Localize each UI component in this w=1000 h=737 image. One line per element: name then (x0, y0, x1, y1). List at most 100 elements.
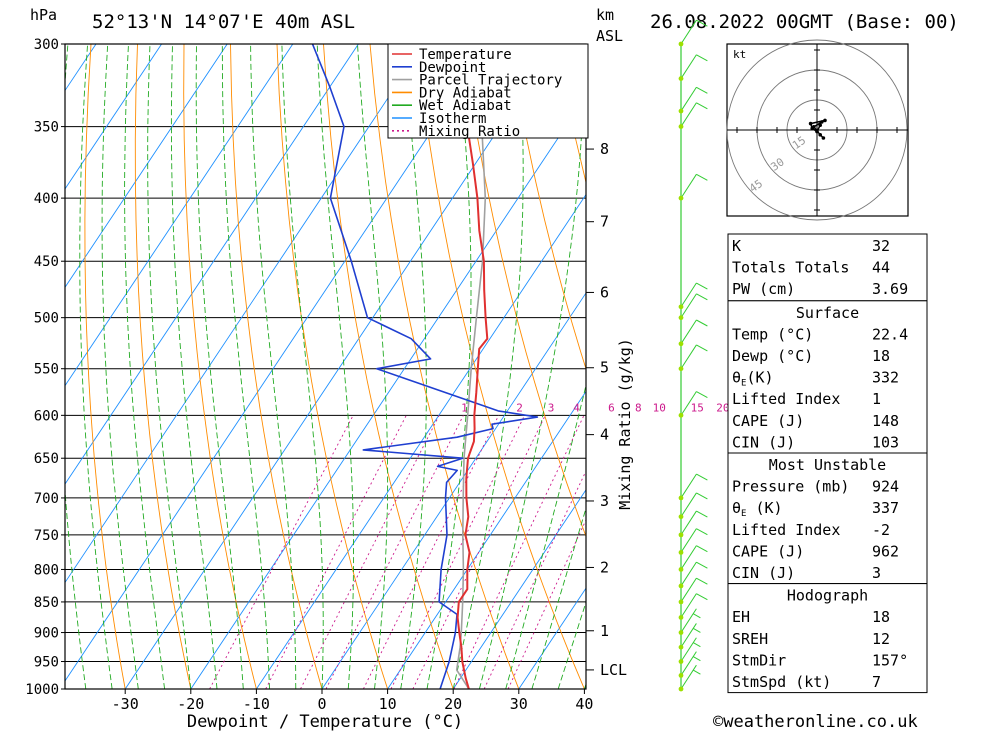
wet-adiabat-line (221, 44, 270, 689)
wind-barb (680, 577, 697, 603)
wind-level-dot (678, 495, 684, 501)
wind-barb-feather (693, 613, 701, 619)
index-value: 337 (872, 499, 899, 517)
index-value: 924 (872, 478, 899, 496)
wind-barb-feather (693, 669, 701, 675)
pressure-tick-label: 950 (34, 655, 59, 671)
mixing-ratio-label: 15 (691, 401, 704, 414)
height-tick-label: 1 (600, 622, 609, 640)
height-tick-label: 4 (600, 426, 609, 444)
mixing-ratio-line (362, 415, 500, 689)
hodograph-ring-label: 45 (747, 177, 765, 195)
wind-barb (680, 492, 697, 517)
wind-level-dot (678, 583, 684, 589)
isotherm-line (190, 95, 586, 689)
wind-barb (680, 319, 697, 345)
legend-label: Mixing Ratio (419, 124, 520, 140)
index-label: Totals Totals (732, 259, 849, 277)
wind-barb (680, 510, 697, 536)
wind-level-dot (678, 630, 684, 635)
wind-barb (680, 608, 697, 633)
indices-section-title: Hodograph (787, 587, 868, 605)
temperature-tick-label: -20 (177, 695, 204, 713)
wind-level-dot (678, 514, 684, 520)
wind-barb-feather (696, 86, 708, 94)
isotherm-line (387, 390, 586, 689)
dry-adiabat-line (928, 44, 1000, 689)
index-value: 22.4 (872, 325, 908, 343)
dry-adiabat-line (369, 44, 520, 689)
wind-level-dot (678, 315, 684, 321)
temperature-tick-label: 20 (444, 695, 462, 713)
wind-barb-feather (696, 102, 708, 110)
sounding-series (311, 44, 539, 689)
dry-adiabat-line (975, 44, 1000, 689)
wind-level-dot (678, 108, 684, 114)
km-unit-label: km (596, 6, 614, 24)
mixing-ratio-line (300, 415, 440, 689)
wind-level-dot (678, 76, 684, 81)
legend-label: Wet Adiabat (419, 98, 512, 114)
plot-frame (64, 43, 587, 690)
wind-barb (680, 473, 697, 499)
wet-adiabat-line (426, 44, 472, 689)
wet-adiabat-line (147, 44, 192, 689)
wind-level-dot (678, 615, 684, 620)
index-value: -2 (872, 521, 890, 539)
legend-label: Dewpoint (419, 60, 486, 76)
index-label: EH (732, 608, 750, 626)
index-label: StmSpd (kt) (732, 673, 831, 691)
isotherm-line (65, 44, 228, 289)
temperature-tick-label: 30 (510, 695, 528, 713)
index-value: 32 (872, 237, 890, 255)
isotherm-line (65, 44, 490, 682)
wet-adiabat-line (316, 44, 355, 689)
index-value: 18 (872, 608, 890, 626)
index-label: CIN (J) (732, 564, 795, 582)
index-value: 1 (872, 390, 881, 408)
wind-level-dot (678, 567, 684, 572)
index-value: 157° (872, 651, 908, 669)
isotherm-line (321, 292, 586, 689)
right-axis-title: Mixing Ratio (g/kg) (616, 338, 634, 510)
wind-barb-feather (696, 19, 708, 27)
wet-adiabat-line (65, 44, 87, 689)
hodograph-point (810, 126, 814, 131)
index-label: SREH (732, 630, 768, 648)
wind-barb-feather (693, 627, 701, 633)
wet-adiabat-line (250, 44, 297, 689)
index-label: PW (cm) (732, 280, 795, 298)
index-label: θE (K) (732, 499, 783, 519)
wind-level-dot (678, 532, 684, 538)
pressure-tick-label: 750 (34, 528, 59, 544)
wind-barb-feather (696, 510, 708, 518)
wind-barb (680, 102, 697, 127)
index-label: θE(K) (732, 369, 774, 389)
index-label: Pressure (mb) (732, 478, 849, 496)
wind-level-dot (678, 341, 684, 347)
temperature-line (451, 44, 489, 689)
indices-table: K 32 Totals Totals 44 PW (cm) 3.69 Surface Temp… (727, 233, 928, 694)
mixing-ratio-label: 6 (608, 401, 615, 414)
indices-box (727, 452, 928, 585)
dry-adiabat-line (462, 44, 586, 538)
wind-profile (678, 19, 708, 692)
isotherm-line (452, 488, 586, 689)
legend-label: Parcel Trajectory (419, 73, 562, 89)
isotherm-line (0, 44, 30, 689)
index-label: Temp (°C) (732, 325, 813, 343)
wind-barb (680, 651, 697, 676)
mixing-ratio-line (507, 518, 586, 689)
wind-barb-feather (696, 319, 708, 327)
wind-barb (680, 593, 697, 618)
isotherm-line (65, 44, 294, 387)
index-label: CAPE (J) (732, 412, 804, 430)
indices-box (727, 583, 928, 694)
mixing-ratio-line (265, 415, 407, 689)
wind-level-dot (678, 550, 684, 555)
wind-barb (680, 19, 697, 45)
wind-barb-feather (696, 577, 708, 585)
pressure-tick-label: 700 (34, 491, 59, 507)
